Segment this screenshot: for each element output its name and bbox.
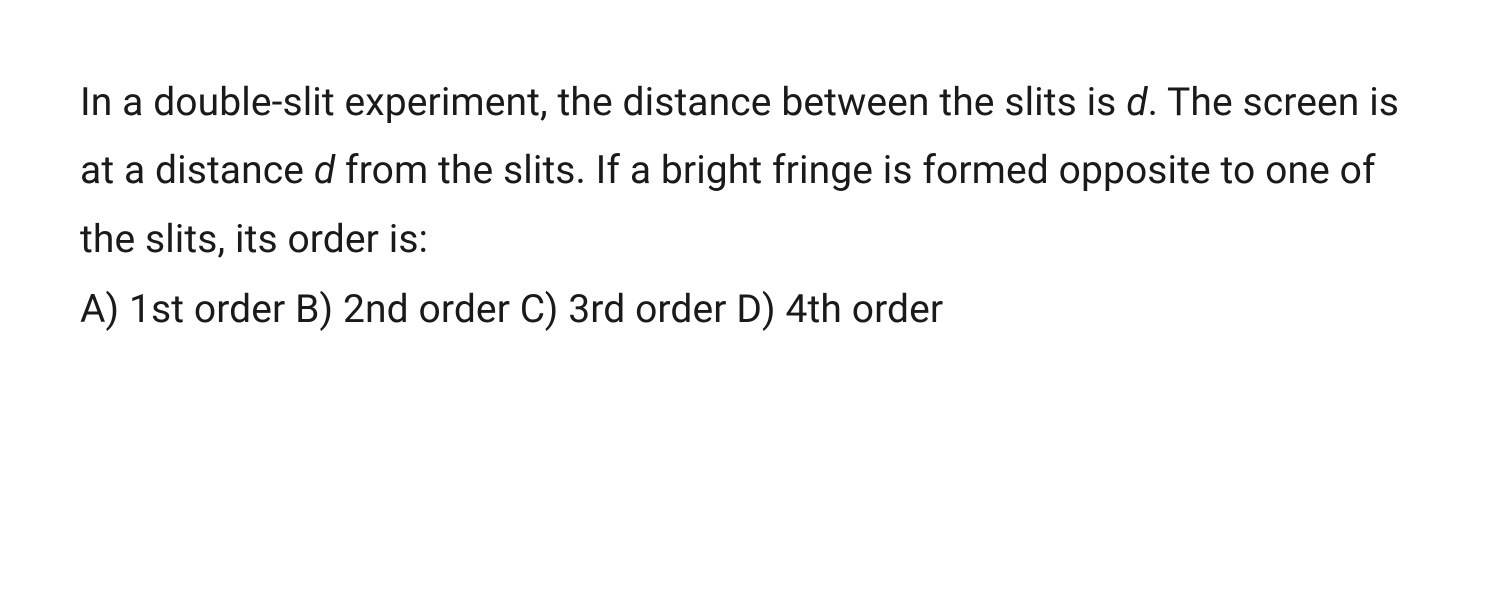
option-a-label: A) bbox=[80, 286, 129, 332]
option-d-label: D) bbox=[727, 286, 786, 332]
options-row: A) 1st order B) 2nd order C) 3rd order D… bbox=[80, 275, 1420, 343]
question-text-seg1: In a double-slit experiment, the distanc… bbox=[80, 79, 1126, 125]
option-c-text: 3rd order bbox=[568, 286, 726, 332]
option-a-text: 1st order bbox=[129, 286, 285, 332]
variable-d-2: d bbox=[314, 147, 335, 193]
option-b-text: 2nd order bbox=[343, 286, 510, 332]
question-block: In a double-slit experiment, the distanc… bbox=[0, 0, 1500, 383]
option-c-label: C) bbox=[510, 286, 568, 332]
option-d-text: 4th order bbox=[786, 286, 944, 332]
question-stem: In a double-slit experiment, the distanc… bbox=[80, 68, 1420, 273]
variable-d-1: d bbox=[1126, 79, 1147, 125]
option-b-label: B) bbox=[285, 286, 343, 332]
